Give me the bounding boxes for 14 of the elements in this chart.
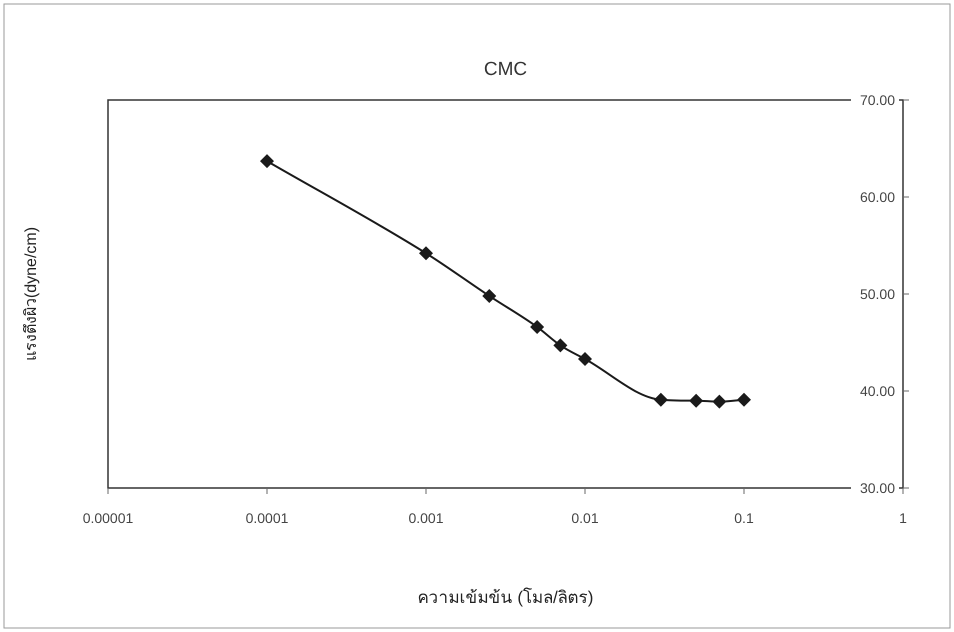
xlabel: ความเข้มข้น (โมล/ลิตร) — [418, 588, 594, 607]
y-tick-label: 70.00 — [860, 92, 896, 108]
y-tick-label: 50.00 — [860, 286, 896, 302]
x-tick-label: 0.0001 — [246, 510, 289, 526]
x-tick-label: 0.01 — [571, 510, 599, 526]
x-tick-label: 1 — [899, 510, 908, 526]
ylabel: แรงตึงผิว(dyne/cm) — [23, 226, 40, 362]
title: CMC — [484, 59, 528, 80]
y-tick-label: 40.00 — [860, 383, 896, 399]
x-tick-label: 0.001 — [408, 510, 444, 526]
y-tick-label: 30.00 — [860, 480, 896, 496]
x-tick-label: 0.1 — [734, 510, 754, 526]
x-tick-label: 0.00001 — [82, 510, 134, 526]
y-tick-label: 60.00 — [860, 189, 896, 205]
